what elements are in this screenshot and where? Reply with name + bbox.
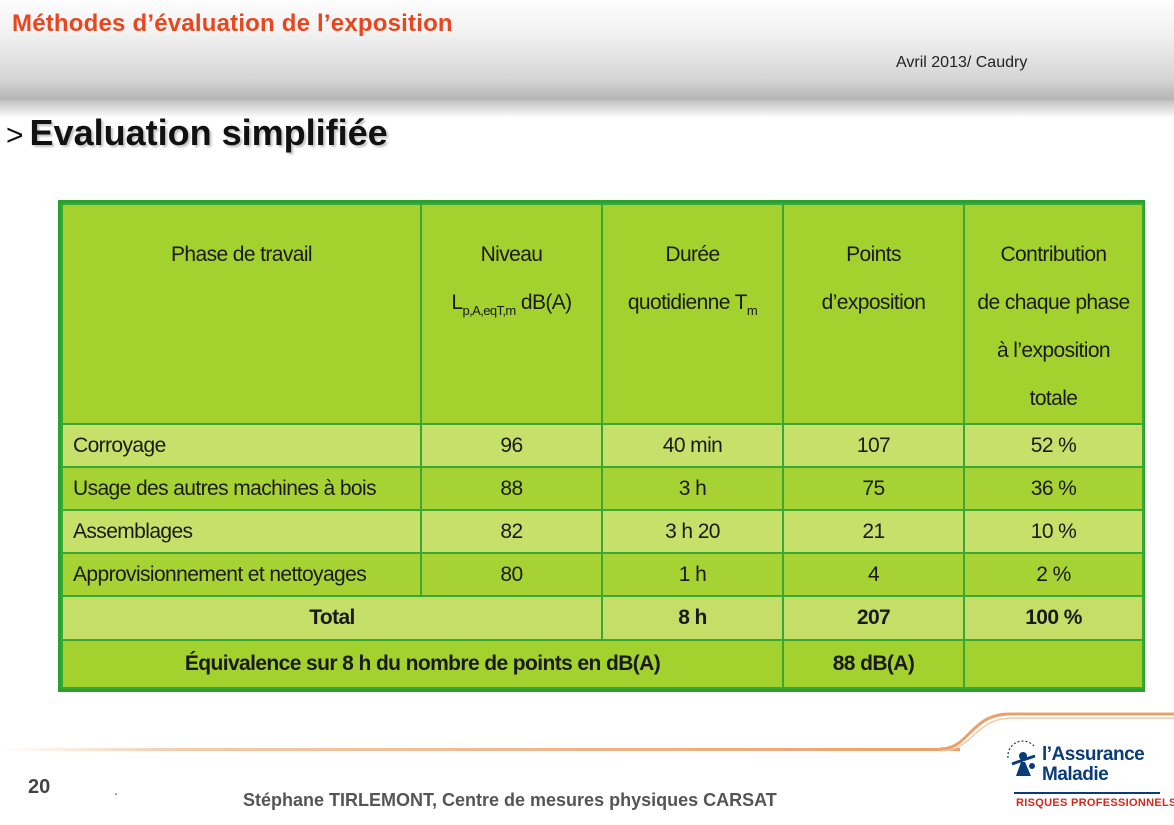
table-row: Usage des autres machines à bois 88 3 h … (61, 466, 1144, 511)
header-niveau-line1: Niveau (480, 243, 543, 266)
slide-date: Avril 2013/ Caudry (896, 54, 1028, 71)
exposure-table-container: Phase de travail Niveau Lp,A,eqT,m dB(A)… (58, 200, 1145, 692)
table-header-row: Phase de travail Niveau Lp,A,eqT,m dB(A)… (61, 203, 1144, 425)
equivalence-value: 88 dB(A) (782, 639, 965, 689)
cell-contribution: 10 % (963, 509, 1144, 554)
footer-author: Stéphane TIRLEMONT, Centre de mesures ph… (243, 790, 777, 810)
table-row: Approvisionnement et nettoyages 80 1 h 4… (61, 552, 1144, 597)
table-row: Assemblages 82 3 h 20 21 10 % (61, 509, 1144, 554)
header-duree-line2: quotidienne Tm (613, 279, 772, 327)
cell-phase: Assemblages (61, 509, 422, 554)
cell-duree: 3 h 20 (601, 509, 784, 554)
header-niveau-subscript: p,A,eqT,m (462, 303, 517, 318)
header-duree-subscript: m (746, 303, 758, 318)
cell-contribution: 52 % (963, 423, 1144, 468)
cell-duree: 3 h (601, 466, 784, 511)
cell-duree: 40 min (601, 423, 784, 468)
cell-points: 21 (782, 509, 965, 554)
total-points: 207 (782, 595, 965, 641)
cell-niveau: 96 (420, 423, 603, 468)
cell-contribution: 2 % (963, 552, 1144, 597)
header-niveau-line2: Lp,A,eqT,m dB(A) (432, 279, 591, 327)
assurance-maladie-logo: l’Assurance Maladie RISQUES PROFESSIONNE… (1000, 722, 1174, 814)
header-contribution-line3: à l’exposition (996, 339, 1111, 362)
header-contribution-line1: Contribution (1000, 243, 1107, 266)
exposure-table: Phase de travail Niveau Lp,A,eqT,m dB(A)… (61, 203, 1144, 689)
header-niveau-prefix: L (451, 291, 463, 314)
cell-phase: Approvisionnement et nettoyages (61, 552, 422, 597)
cell-phase: Usage des autres machines à bois (61, 466, 422, 511)
cell-niveau: 80 (420, 552, 603, 597)
header-niveau-suffix: dB(A) (515, 291, 572, 314)
total-duree: 8 h (601, 595, 784, 641)
logo-tagline: RISQUES PROFESSIONNELS (1016, 797, 1174, 809)
header-duree-prefix: quotidienne T (627, 291, 748, 314)
section-title: Evaluation simplifiée (29, 112, 388, 153)
footer-curve (940, 712, 1174, 752)
table-equivalence-row: Équivalence sur 8 h du nombre de points … (61, 639, 1144, 689)
header-points: Points d’exposition (782, 203, 965, 425)
header-duree: Durée quotidienne Tm (601, 203, 784, 425)
section-heading: > Evaluation simplifiée (6, 112, 388, 154)
header-shadow (0, 100, 1174, 118)
equivalence-empty-cell (963, 639, 1144, 689)
header-phase: Phase de travail (61, 203, 422, 425)
header-points-line2: d’exposition (821, 291, 926, 314)
total-label: Total (61, 595, 603, 641)
equivalence-label: Équivalence sur 8 h du nombre de points … (61, 639, 784, 689)
slide-title: Méthodes d’évaluation de l’exposition (12, 10, 453, 37)
logo-divider (1014, 792, 1160, 794)
footer-divider (0, 748, 960, 751)
section-arrow-icon: > (6, 119, 24, 152)
header-contribution: Contribution de chaque phase à l’exposit… (963, 203, 1144, 425)
header-duree-line1: Durée (665, 243, 720, 266)
cell-points: 107 (782, 423, 965, 468)
logo-name-line1: l’Assurance (1042, 744, 1145, 765)
table-row: Corroyage 96 40 min 107 52 % (61, 423, 1144, 468)
logo-name-line2: Maladie (1042, 764, 1109, 785)
footer-dot: . (114, 782, 118, 798)
header-points-line1: Points (846, 243, 901, 266)
cell-points: 4 (782, 552, 965, 597)
cell-niveau: 82 (420, 509, 603, 554)
logo-emblem-icon (1007, 740, 1036, 776)
page-number: 20 (28, 776, 51, 798)
cell-contribution: 36 % (963, 466, 1144, 511)
header-phase-label: Phase de travail (171, 243, 313, 266)
header-contribution-line2: de chaque phase (977, 291, 1130, 314)
cell-duree: 1 h (601, 552, 784, 597)
slide-header: Méthodes d’évaluation de l’exposition Av… (0, 0, 1174, 100)
cell-phase: Corroyage (61, 423, 422, 468)
header-niveau: Niveau Lp,A,eqT,m dB(A) (420, 203, 603, 425)
total-contribution: 100 % (963, 595, 1144, 641)
table-total-row: Total 8 h 207 100 % (61, 595, 1144, 641)
header-contribution-line4: totale (1029, 387, 1078, 410)
cell-points: 75 (782, 466, 965, 511)
cell-niveau: 88 (420, 466, 603, 511)
